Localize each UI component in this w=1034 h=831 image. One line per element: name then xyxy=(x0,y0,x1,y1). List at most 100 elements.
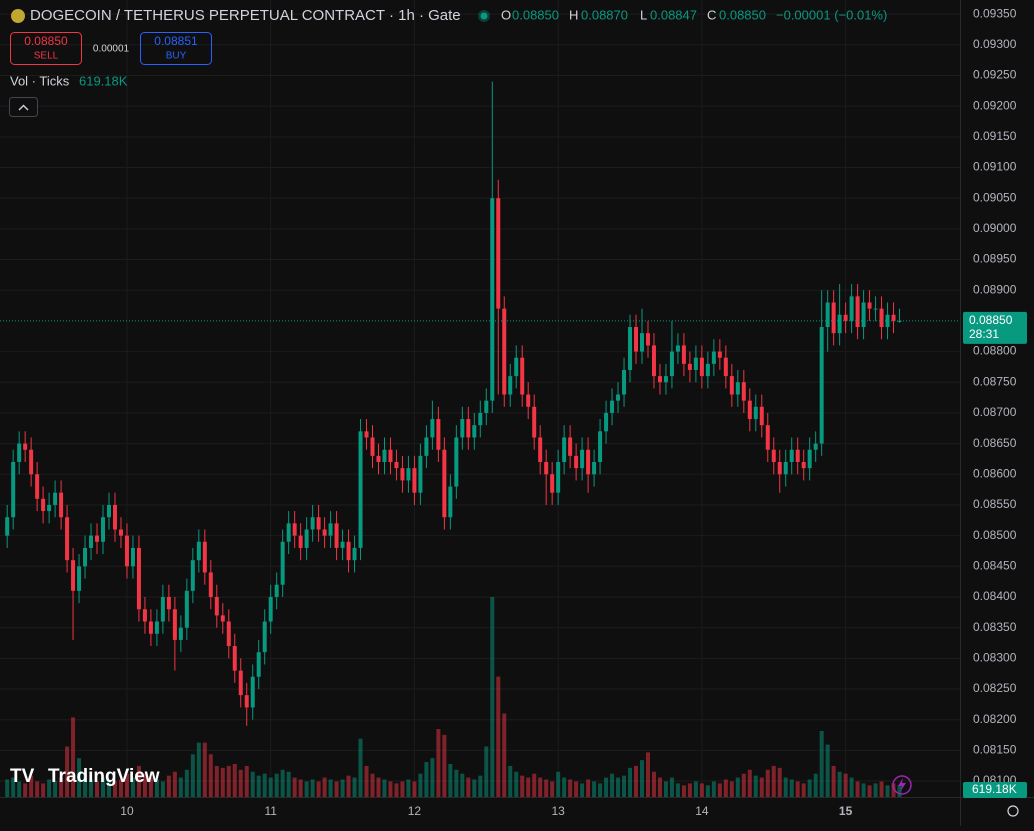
volume-bar xyxy=(544,779,549,797)
volume-bar xyxy=(634,765,639,797)
candle-body xyxy=(112,504,117,530)
candle-body xyxy=(196,541,201,561)
candle-body xyxy=(286,523,291,542)
volume-bar xyxy=(346,775,351,797)
sell-button[interactable] xyxy=(10,32,82,65)
symbol-title[interactable]: DOGECOIN / TETHERUS PERPETUAL CONTRACT ·… xyxy=(30,7,461,24)
volume-bar xyxy=(5,779,10,797)
candle-body xyxy=(574,455,579,469)
volume-bar xyxy=(514,771,519,797)
volume-bar xyxy=(11,777,16,797)
candle-body xyxy=(376,455,381,463)
buy-price[interactable]: 0.08851 xyxy=(154,34,198,48)
volume-bar xyxy=(89,779,94,797)
candle-body xyxy=(274,584,279,597)
volume-title: Vol · Ticks xyxy=(10,73,70,88)
candle-body xyxy=(765,425,770,450)
y-tick-label: 0.09100 xyxy=(973,160,1017,174)
candle-body xyxy=(592,462,597,475)
candle-body xyxy=(328,523,333,536)
candle-body xyxy=(729,376,734,395)
candle-body xyxy=(172,609,177,640)
volume-bar xyxy=(675,783,680,797)
candle-body xyxy=(789,449,794,463)
volume-bar xyxy=(124,773,129,797)
candle-body xyxy=(400,468,405,481)
legend-c: 0.08850 xyxy=(719,7,766,22)
volume-bar xyxy=(562,777,567,797)
candle-body xyxy=(532,406,537,438)
x-tick-label: 14 xyxy=(695,804,709,818)
price-tag: 0.08850 xyxy=(969,313,1013,327)
candle-body xyxy=(160,596,165,622)
candle-body xyxy=(5,517,10,536)
x-tick-label: 15 xyxy=(839,804,853,818)
candle-body xyxy=(634,327,639,352)
candle-body xyxy=(687,363,692,370)
candle-body xyxy=(795,449,800,463)
branding[interactable]: TradingView xyxy=(48,766,160,787)
volume-bar xyxy=(406,779,411,797)
y-tick-label: 0.09050 xyxy=(973,190,1017,204)
buy-label[interactable]: BUY xyxy=(166,51,187,62)
volume-bar xyxy=(35,781,40,797)
volume-bar xyxy=(322,777,327,797)
candle-body xyxy=(681,345,686,364)
coin-icon xyxy=(11,9,25,23)
volume-bar xyxy=(843,773,848,797)
volume-bar xyxy=(286,771,291,797)
candle-body xyxy=(711,351,716,364)
candle-body xyxy=(454,437,459,487)
y-tick-label: 0.08750 xyxy=(973,374,1017,388)
candle-body xyxy=(11,462,16,518)
candle-body xyxy=(71,560,76,591)
candle-body xyxy=(897,320,902,322)
volume-bar xyxy=(376,777,381,797)
volume-bar xyxy=(316,781,321,797)
legend-c-label: C xyxy=(707,7,716,22)
volume-bar xyxy=(268,777,273,797)
spread: 0.00001 xyxy=(93,44,130,55)
volume-bar xyxy=(861,783,866,797)
candle-body xyxy=(837,314,842,334)
candle-body xyxy=(214,596,219,616)
candle-body xyxy=(322,529,327,536)
volume-bar xyxy=(298,779,303,797)
candle-body xyxy=(526,394,531,407)
volume-bar xyxy=(639,760,644,797)
buy-button[interactable] xyxy=(140,32,212,65)
collapse-button[interactable] xyxy=(9,97,38,117)
volume-bar xyxy=(106,779,111,797)
volume-bar xyxy=(59,777,64,797)
volume-bar xyxy=(334,781,339,797)
candle-body xyxy=(508,376,513,395)
volume-bar xyxy=(747,769,752,797)
volume-bar xyxy=(663,781,668,797)
volume-bar xyxy=(424,762,429,797)
volume-bar xyxy=(148,777,153,797)
sell-price[interactable]: 0.08850 xyxy=(24,34,68,48)
candle-body xyxy=(771,449,776,463)
volume-bar xyxy=(496,676,501,797)
legend-o-label: O xyxy=(501,7,511,22)
candle-body xyxy=(645,333,650,346)
candle-body xyxy=(831,302,836,334)
lightning-button[interactable] xyxy=(892,775,912,795)
sell-label[interactable]: SELL xyxy=(34,51,59,62)
candle-body xyxy=(256,652,261,677)
y-tick-label: 0.09300 xyxy=(973,37,1017,51)
candle-body xyxy=(424,437,429,456)
volume-bar xyxy=(71,717,76,797)
volume-bar xyxy=(364,765,369,797)
volume-bar xyxy=(484,746,489,797)
volume-bar xyxy=(29,775,34,797)
candle-body xyxy=(717,351,722,358)
candle-body xyxy=(190,560,195,591)
volume-bar xyxy=(83,773,88,797)
volume-bar xyxy=(610,773,615,797)
volume-bar xyxy=(280,769,285,797)
candle-body xyxy=(550,474,555,493)
settings-button[interactable] xyxy=(1007,805,1019,817)
